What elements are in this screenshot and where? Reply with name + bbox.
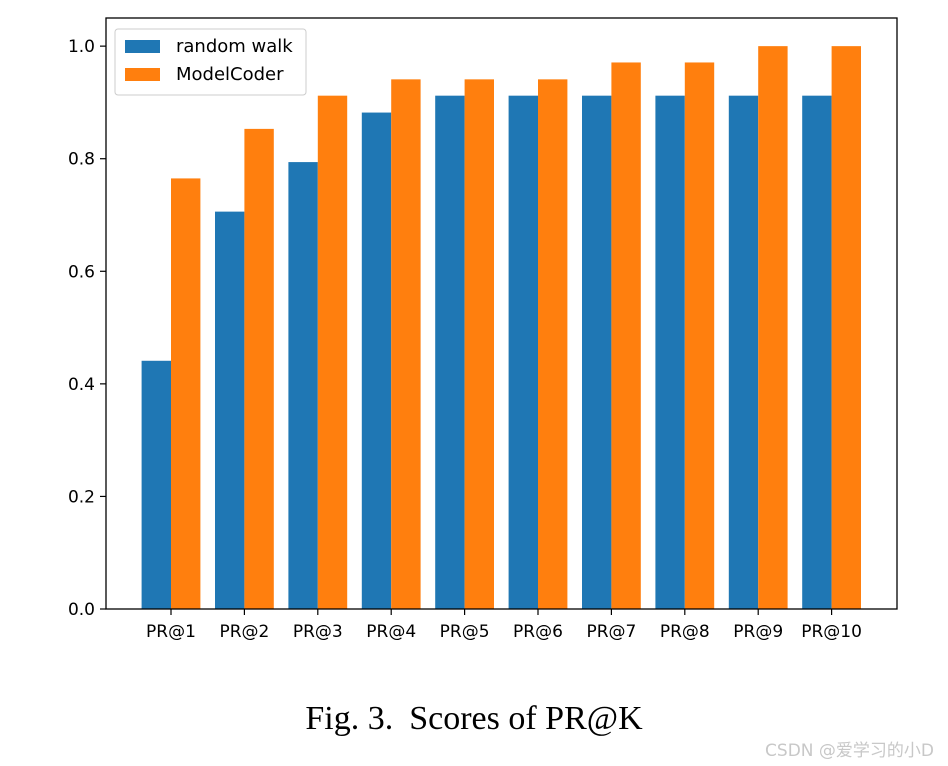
bar-random-walk-10: [802, 95, 832, 609]
bar-modelcoder-1: [171, 178, 201, 609]
axes-layer: 0.0 0.2 0.4 0.6 0.8 1.0 PR@1 PR@2 PR@3 PR@4 PR@5 PR…: [68, 17, 898, 642]
bars-layer: [141, 46, 861, 610]
legend-swatch-random-walk: [125, 40, 160, 53]
bar-modelcoder-4: [391, 79, 421, 609]
bar-random-walk-1: [141, 360, 171, 609]
bar-modelcoder-8: [684, 62, 715, 610]
bar-modelcoder-5: [464, 79, 494, 609]
x-tick-label: PR@3: [293, 622, 343, 642]
x-tick-label: PR@9: [733, 622, 783, 642]
figure-caption: Fig. 3. Scores of PR@K: [0, 700, 948, 738]
x-tick-label: PR@8: [660, 622, 710, 642]
figure-label: Fig. 3.: [305, 700, 394, 737]
legend-label-modelcoder: ModelCoder: [176, 64, 284, 85]
bar-chart: 0.0 0.2 0.4 0.6 0.8 1.0 PR@1 PR@2 PR@3 PR@4 PR@5 PR…: [68, 17, 898, 642]
y-tick-label: 0.8: [68, 150, 95, 170]
watermark: CSDN @爱学习的小D: [765, 741, 934, 761]
x-tick-label: PR@10: [801, 622, 862, 642]
bar-random-walk-5: [435, 95, 465, 609]
y-tick-label: 0.2: [68, 487, 95, 507]
x-tick-label: PR@4: [366, 622, 416, 642]
bar-random-walk-8: [655, 95, 685, 609]
figure-title: Scores of PR@K: [409, 700, 643, 737]
legend-label-random-walk: random walk: [176, 36, 293, 57]
bar-random-walk-6: [508, 95, 538, 609]
bar-random-walk-2: [215, 211, 245, 609]
bar-random-walk-9: [728, 95, 759, 609]
bar-modelcoder-9: [758, 46, 788, 609]
x-tick-label: PR@5: [440, 622, 490, 642]
bar-random-walk-3: [288, 162, 318, 609]
bar-modelcoder-6: [538, 79, 568, 609]
bar-modelcoder-3: [317, 95, 348, 609]
x-tick-label: PR@7: [586, 622, 636, 642]
y-tick-label: 0.0: [68, 600, 95, 620]
y-tick-label: 0.4: [68, 375, 95, 395]
bar-modelcoder-2: [244, 128, 274, 609]
bar-random-walk-7: [582, 95, 612, 609]
y-tick-label: 0.6: [68, 262, 95, 282]
legend-box: [114, 28, 307, 96]
bar-modelcoder-10: [831, 46, 861, 609]
x-tick-label: PR@1: [146, 622, 196, 642]
y-tick-label: 1.0: [68, 37, 95, 57]
bar-random-walk-4: [361, 112, 392, 609]
legend-swatch-modelcoder: [125, 68, 160, 81]
bar-modelcoder-7: [611, 62, 641, 610]
plot-frame: [105, 17, 898, 610]
legend: random walk ModelCoder: [114, 28, 307, 96]
x-tick-label: PR@6: [513, 622, 563, 642]
x-tick-label: PR@2: [219, 622, 269, 642]
